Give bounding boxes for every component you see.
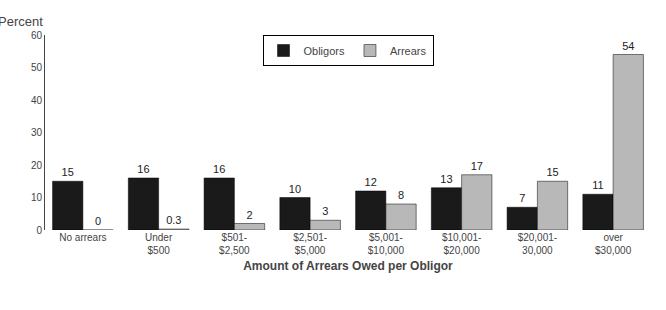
svg-text:10: 10 xyxy=(31,192,43,203)
svg-text:Percent: Percent xyxy=(0,14,43,29)
svg-text:2: 2 xyxy=(246,209,252,221)
svg-text:3: 3 xyxy=(322,205,328,217)
svg-text:40: 40 xyxy=(31,95,43,106)
svg-text:over$30,000: over$30,000 xyxy=(595,232,632,256)
svg-text:13: 13 xyxy=(440,173,452,185)
svg-text:Arrears: Arrears xyxy=(390,45,427,57)
svg-text:12: 12 xyxy=(365,176,377,188)
svg-text:50: 50 xyxy=(31,62,43,73)
svg-text:$5,001-$10,000: $5,001-$10,000 xyxy=(368,232,405,256)
svg-text:16: 16 xyxy=(213,163,225,175)
svg-text:No arrears: No arrears xyxy=(59,232,106,243)
svg-text:$501-$2,500: $501-$2,500 xyxy=(219,232,250,256)
svg-text:Obligors: Obligors xyxy=(304,45,345,57)
svg-text:20: 20 xyxy=(31,160,43,171)
svg-text:0: 0 xyxy=(95,215,101,227)
svg-text:15: 15 xyxy=(62,166,74,178)
svg-text:0: 0 xyxy=(36,225,42,236)
svg-text:Amount of Arrears Owed per Obl: Amount of Arrears Owed per Obligor xyxy=(243,259,453,273)
svg-text:15: 15 xyxy=(546,166,558,178)
svg-text:30: 30 xyxy=(31,127,43,138)
svg-text:$20,001-30,000: $20,001-30,000 xyxy=(518,232,557,256)
svg-text:60: 60 xyxy=(31,30,43,41)
svg-text:8: 8 xyxy=(398,189,404,201)
svg-text:$10,001-$20,000: $10,001-$20,000 xyxy=(442,232,481,256)
svg-text:17: 17 xyxy=(471,160,483,172)
svg-text:0.3: 0.3 xyxy=(166,214,181,226)
svg-text:10: 10 xyxy=(289,183,301,195)
svg-text:54: 54 xyxy=(622,40,634,52)
svg-text:$2,501-$5,000: $2,501-$5,000 xyxy=(293,232,327,256)
svg-text:16: 16 xyxy=(137,163,149,175)
svg-text:7: 7 xyxy=(519,192,525,204)
svg-text:11: 11 xyxy=(592,179,603,191)
svg-text:Under$500: Under$500 xyxy=(145,232,173,256)
